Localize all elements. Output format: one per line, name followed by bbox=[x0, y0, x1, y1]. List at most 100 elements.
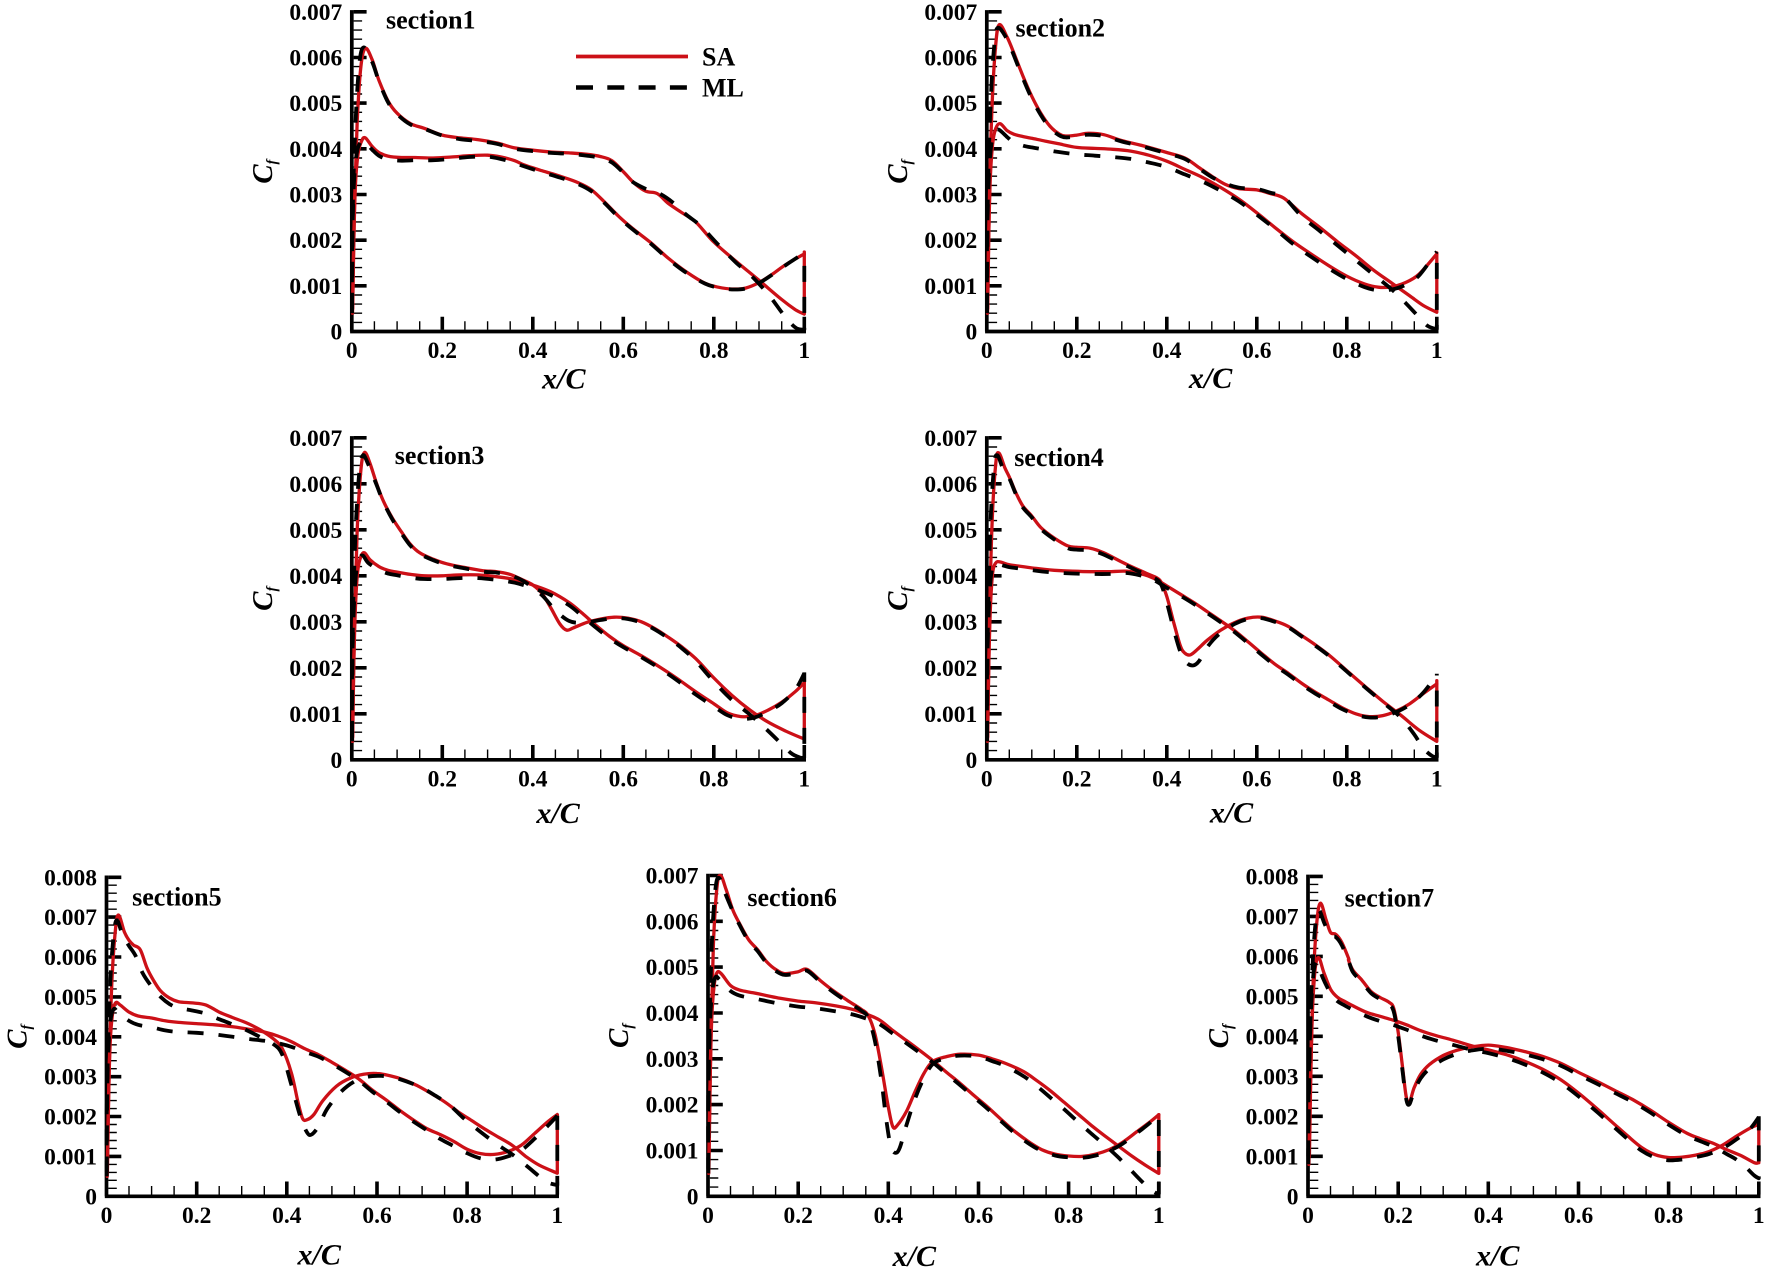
svg-text:0.6: 0.6 bbox=[609, 338, 639, 364]
svg-text:0.002: 0.002 bbox=[289, 228, 342, 254]
svg-text:0.6: 0.6 bbox=[964, 1203, 994, 1229]
svg-text:0.2: 0.2 bbox=[1062, 338, 1091, 364]
svg-text:0.8: 0.8 bbox=[1332, 766, 1361, 792]
svg-text:x/C: x/C bbox=[892, 1240, 937, 1273]
svg-text:0: 0 bbox=[85, 1184, 97, 1210]
svg-text:0.002: 0.002 bbox=[924, 228, 977, 254]
svg-text:0.002: 0.002 bbox=[1246, 1104, 1299, 1130]
svg-text:section3: section3 bbox=[395, 441, 485, 470]
svg-text:0.2: 0.2 bbox=[182, 1203, 211, 1229]
svg-text:0.004: 0.004 bbox=[924, 564, 977, 590]
svg-text:0.8: 0.8 bbox=[1332, 338, 1361, 364]
svg-text:section7: section7 bbox=[1345, 884, 1435, 913]
svg-text:0: 0 bbox=[981, 766, 993, 792]
svg-text:0.006: 0.006 bbox=[289, 46, 342, 72]
svg-text:0.007: 0.007 bbox=[924, 426, 977, 452]
svg-text:0.2: 0.2 bbox=[784, 1203, 813, 1229]
svg-text:0.001: 0.001 bbox=[646, 1139, 699, 1165]
svg-text:1: 1 bbox=[551, 1203, 563, 1229]
svg-text:0: 0 bbox=[1287, 1184, 1299, 1210]
svg-text:0.007: 0.007 bbox=[646, 864, 699, 890]
svg-text:section4: section4 bbox=[1014, 443, 1104, 472]
svg-text:0.8: 0.8 bbox=[452, 1203, 481, 1229]
svg-text:0.002: 0.002 bbox=[646, 1093, 699, 1119]
svg-text:0.001: 0.001 bbox=[1246, 1144, 1299, 1170]
svg-text:0.008: 0.008 bbox=[44, 865, 97, 891]
svg-text:0: 0 bbox=[331, 748, 343, 774]
svg-text:0.002: 0.002 bbox=[924, 656, 977, 682]
svg-text:0.004: 0.004 bbox=[924, 137, 977, 163]
svg-text:x/C: x/C bbox=[1475, 1239, 1520, 1272]
svg-text:0.001: 0.001 bbox=[924, 274, 977, 300]
svg-text:0.005: 0.005 bbox=[44, 985, 97, 1011]
svg-text:0.007: 0.007 bbox=[289, 0, 342, 26]
svg-text:0.004: 0.004 bbox=[1246, 1024, 1299, 1050]
svg-text:x/C: x/C bbox=[1209, 797, 1254, 830]
svg-text:0: 0 bbox=[966, 748, 978, 774]
svg-text:section6: section6 bbox=[747, 883, 837, 912]
svg-text:0.004: 0.004 bbox=[44, 1025, 97, 1051]
svg-text:0.4: 0.4 bbox=[1474, 1203, 1504, 1229]
svg-text:x/C: x/C bbox=[297, 1239, 342, 1272]
svg-text:x/C: x/C bbox=[535, 797, 580, 830]
svg-text:0.4: 0.4 bbox=[272, 1203, 302, 1229]
svg-text:0.004: 0.004 bbox=[289, 137, 342, 163]
svg-text:0.001: 0.001 bbox=[289, 274, 342, 300]
svg-text:0.003: 0.003 bbox=[1246, 1064, 1299, 1090]
svg-text:0.6: 0.6 bbox=[362, 1203, 392, 1229]
svg-text:0.003: 0.003 bbox=[924, 183, 977, 209]
svg-text:0: 0 bbox=[687, 1184, 699, 1210]
svg-text:1: 1 bbox=[798, 338, 810, 364]
svg-text:0.4: 0.4 bbox=[1152, 766, 1182, 792]
svg-text:0: 0 bbox=[346, 338, 358, 364]
svg-text:0.005: 0.005 bbox=[646, 955, 699, 981]
svg-text:0.005: 0.005 bbox=[924, 91, 977, 117]
svg-text:0.008: 0.008 bbox=[1246, 864, 1299, 890]
svg-text:0.004: 0.004 bbox=[289, 564, 342, 590]
svg-text:0.003: 0.003 bbox=[44, 1065, 97, 1091]
svg-text:0.003: 0.003 bbox=[924, 610, 977, 636]
svg-text:1: 1 bbox=[1153, 1203, 1165, 1229]
svg-text:0.005: 0.005 bbox=[289, 518, 342, 544]
svg-text:0.007: 0.007 bbox=[1246, 904, 1299, 930]
svg-text:0.006: 0.006 bbox=[924, 472, 977, 498]
svg-text:1: 1 bbox=[1753, 1203, 1765, 1229]
svg-text:0.2: 0.2 bbox=[1384, 1203, 1413, 1229]
svg-text:x/C: x/C bbox=[541, 363, 586, 396]
svg-text:0.006: 0.006 bbox=[646, 909, 699, 935]
svg-text:0.006: 0.006 bbox=[289, 472, 342, 498]
svg-text:0: 0 bbox=[331, 320, 343, 346]
svg-text:0.007: 0.007 bbox=[924, 0, 977, 26]
svg-text:0: 0 bbox=[1302, 1203, 1314, 1229]
svg-text:0: 0 bbox=[346, 766, 358, 792]
svg-text:0.003: 0.003 bbox=[289, 183, 342, 209]
svg-text:0.001: 0.001 bbox=[924, 702, 977, 728]
svg-text:0: 0 bbox=[981, 338, 993, 364]
svg-text:0.004: 0.004 bbox=[646, 1001, 699, 1027]
svg-text:1: 1 bbox=[798, 766, 810, 792]
svg-text:section2: section2 bbox=[1016, 14, 1106, 43]
svg-text:0.005: 0.005 bbox=[924, 518, 977, 544]
svg-text:x/C: x/C bbox=[1188, 362, 1233, 395]
svg-text:0.6: 0.6 bbox=[609, 766, 639, 792]
svg-text:0.2: 0.2 bbox=[1062, 766, 1091, 792]
svg-text:0.003: 0.003 bbox=[646, 1047, 699, 1073]
svg-text:0: 0 bbox=[702, 1203, 714, 1229]
svg-text:SA: SA bbox=[702, 43, 735, 72]
svg-text:0.4: 0.4 bbox=[518, 766, 548, 792]
svg-text:0: 0 bbox=[966, 320, 978, 346]
svg-text:0.4: 0.4 bbox=[874, 1203, 904, 1229]
svg-text:0.006: 0.006 bbox=[44, 945, 97, 971]
svg-text:0.001: 0.001 bbox=[44, 1144, 97, 1170]
svg-text:0.8: 0.8 bbox=[1054, 1203, 1083, 1229]
svg-text:0.2: 0.2 bbox=[428, 338, 457, 364]
svg-text:0.007: 0.007 bbox=[289, 426, 342, 452]
svg-text:0.007: 0.007 bbox=[44, 905, 97, 931]
svg-text:0.005: 0.005 bbox=[289, 91, 342, 117]
svg-text:0.003: 0.003 bbox=[289, 610, 342, 636]
svg-text:0.006: 0.006 bbox=[924, 46, 977, 72]
svg-text:0.2: 0.2 bbox=[428, 766, 457, 792]
svg-text:0.6: 0.6 bbox=[1242, 766, 1272, 792]
svg-text:0.002: 0.002 bbox=[44, 1105, 97, 1131]
svg-text:section1: section1 bbox=[386, 6, 476, 35]
